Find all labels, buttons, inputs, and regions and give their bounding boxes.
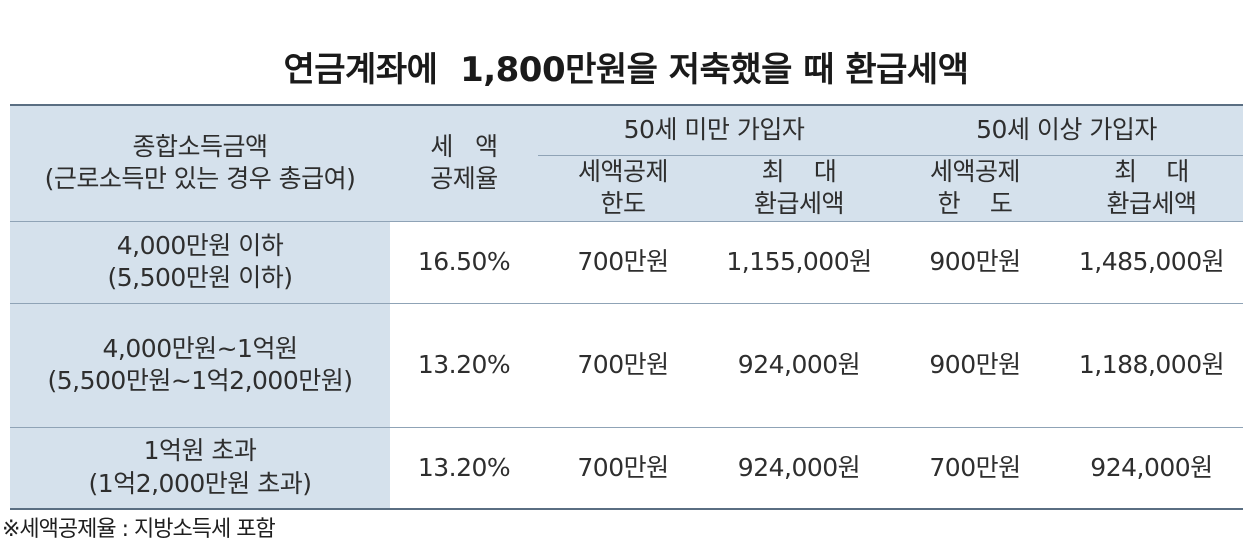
header-income: 종합소득금액 (근로소득만 있는 경우 총급여) <box>10 104 390 221</box>
table-row: 4,000만원~1억원 (5,500만원~1억2,000만원) 13.20% 7… <box>10 302 1243 427</box>
header-over50-limit: 세액공제 한 도 <box>890 155 1060 221</box>
table-row: 1억원 초과 (1억2,000만원 초과) 13.20% 700만원 924,0… <box>10 426 1243 510</box>
row-income-line1: 4,000만원~1억원 <box>102 333 298 363</box>
row-over50-limit: 900만원 <box>890 220 1060 303</box>
row-under50-limit: 700만원 <box>538 302 708 427</box>
row-income-line2: (5,500만원 이하) <box>107 263 293 292</box>
header-over50-limit-line1: 세액공제 <box>929 156 1021 186</box>
header-income-line2: (근로소득만 있는 경우 총급여) <box>44 164 356 194</box>
row-rate: 16.50% <box>390 220 538 303</box>
row-income: 4,000만원~1억원 (5,500만원~1억2,000만원) <box>10 302 390 427</box>
header-rate-line1: 세 액 <box>430 131 498 161</box>
header-income-line1: 종합소득금액 <box>132 131 268 161</box>
header-under50-max-line2: 환급세액 <box>753 189 845 218</box>
footnote: ※세액공제율 : 지방소득세 포함 <box>2 517 276 542</box>
row-under50-limit: 700만원 <box>538 220 708 303</box>
header-under50-limit-line1: 세액공제 <box>577 156 669 186</box>
row-over50-limit: 700만원 <box>890 426 1060 510</box>
row-income-line2: (5,500만원~1억2,000만원) <box>47 366 354 395</box>
header-under50-limit: 세액공제 한도 <box>538 155 708 221</box>
header-over50-max-line1: 최 대 <box>1114 156 1189 186</box>
row-income-line1: 1억원 초과 <box>143 436 257 466</box>
row-income: 1억원 초과 (1억2,000만원 초과) <box>10 426 390 510</box>
row-over50-max: 1,188,000원 <box>1060 302 1243 427</box>
row-under50-max: 924,000원 <box>708 302 890 427</box>
row-under50-max: 924,000원 <box>708 426 890 510</box>
table-row: 4,000만원 이하 (5,500만원 이하) 16.50% 700만원 1,1… <box>10 220 1243 303</box>
row-income-line1: 4,000만원 이하 <box>116 230 284 260</box>
header-rate-line2: 공제율 <box>430 164 498 194</box>
header-under50-max-line1: 최 대 <box>761 156 837 186</box>
header-rate: 세 액 공제율 <box>390 104 538 221</box>
row-rate: 13.20% <box>390 426 538 510</box>
row-over50-max: 1,485,000원 <box>1060 220 1243 303</box>
header-under50-limit-line2: 한도 <box>600 189 646 218</box>
row-rate: 13.20% <box>390 302 538 427</box>
row-income: 4,000만원 이하 (5,500만원 이하) <box>10 220 390 303</box>
refund-table: 종합소득금액 (근로소득만 있는 경우 총급여) 세 액 공제율 50세 미만 … <box>10 104 1243 510</box>
row-income-line2: (1억2,000만원 초과) <box>88 468 312 498</box>
header-group-under50: 50세 미만 가입자 <box>538 104 890 156</box>
header-under50-max: 최 대 환급세액 <box>708 155 890 221</box>
table-title: 연금계좌에 1,800만원을 저축했을 때 환급세액 <box>283 50 970 90</box>
header-over50-limit-line2: 한 도 <box>937 189 1013 218</box>
header-over50-max: 최 대 환급세액 <box>1060 155 1243 221</box>
table-header: 종합소득금액 (근로소득만 있는 경우 총급여) 세 액 공제율 50세 미만 … <box>10 104 1243 221</box>
row-over50-max: 924,000원 <box>1060 426 1243 510</box>
header-over50-max-line2: 환급세액 <box>1106 189 1197 218</box>
header-group-over50: 50세 이상 가입자 <box>890 104 1243 156</box>
row-over50-limit: 900만원 <box>890 302 1060 427</box>
row-under50-max: 1,155,000원 <box>708 220 890 303</box>
row-under50-limit: 700만원 <box>538 426 708 510</box>
